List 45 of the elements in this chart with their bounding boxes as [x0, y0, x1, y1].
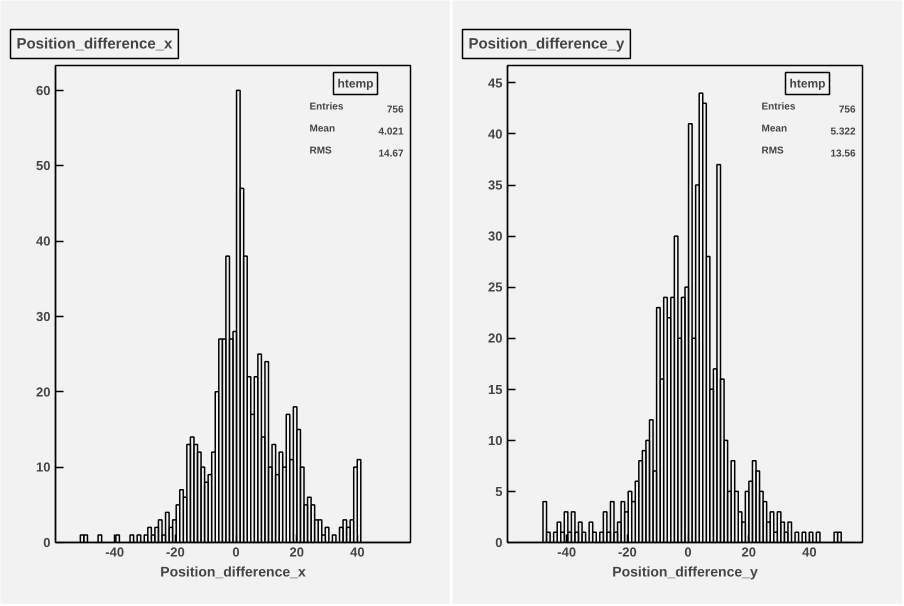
y-tick-label: 45 — [488, 75, 503, 90]
annotation: 5.322 — [830, 126, 856, 138]
x-tick-label: -20 — [166, 544, 185, 560]
y-tick-label: 20 — [488, 330, 503, 346]
annotation: htemp — [338, 76, 374, 90]
y-tick-label: 30 — [488, 228, 503, 244]
x-tick-label: 40 — [350, 544, 365, 560]
annotation: Entries — [310, 102, 344, 112]
x-tick-label: 0 — [232, 544, 240, 560]
x-axis-title: Position_difference_x — [160, 564, 306, 580]
y-tick-label: 5 — [495, 484, 503, 499]
x-tick-label: 40 — [802, 544, 817, 560]
annotation: 13.56 — [830, 148, 856, 160]
y-tick-label: 60 — [36, 82, 51, 98]
annotation: htemp — [790, 76, 826, 90]
chart-title: Position_difference_x — [16, 36, 174, 52]
annotation: 4.021 — [378, 126, 404, 138]
y-tick-label: 40 — [36, 234, 51, 249]
annotation: 756 — [838, 104, 856, 116]
annotation: Mean — [762, 124, 788, 134]
annotation: Entries — [762, 102, 796, 112]
y-tick-label: 25 — [488, 280, 503, 295]
y-tick-label: 50 — [36, 158, 51, 174]
x-tick-label: -40 — [557, 544, 576, 560]
x-tick-label: 20 — [741, 544, 756, 560]
y-tick-label: 0 — [495, 535, 503, 550]
y-tick-label: 35 — [488, 178, 503, 193]
x-axis-title: Position_difference_y — [612, 564, 758, 580]
annotation: RMS — [762, 146, 784, 156]
y-tick-label: 10 — [36, 460, 51, 475]
y-tick-label: 20 — [36, 384, 51, 400]
y-tick-label: 10 — [488, 432, 503, 448]
annotation: 756 — [386, 104, 404, 116]
annotation: Mean — [310, 124, 336, 134]
annotation: RMS — [310, 146, 332, 156]
y-tick-label: 15 — [488, 382, 503, 397]
y-tick-label: 40 — [488, 126, 503, 142]
x-tick-label: -20 — [618, 544, 637, 560]
x-tick-label: -40 — [105, 544, 124, 560]
x-tick-label: 0 — [684, 544, 692, 560]
x-tick-label: 20 — [289, 544, 304, 560]
y-tick-label: 0 — [43, 535, 51, 550]
chart-title: Position_difference_y — [468, 36, 626, 52]
annotation: 14.67 — [378, 148, 404, 160]
y-tick-label: 30 — [36, 308, 51, 324]
